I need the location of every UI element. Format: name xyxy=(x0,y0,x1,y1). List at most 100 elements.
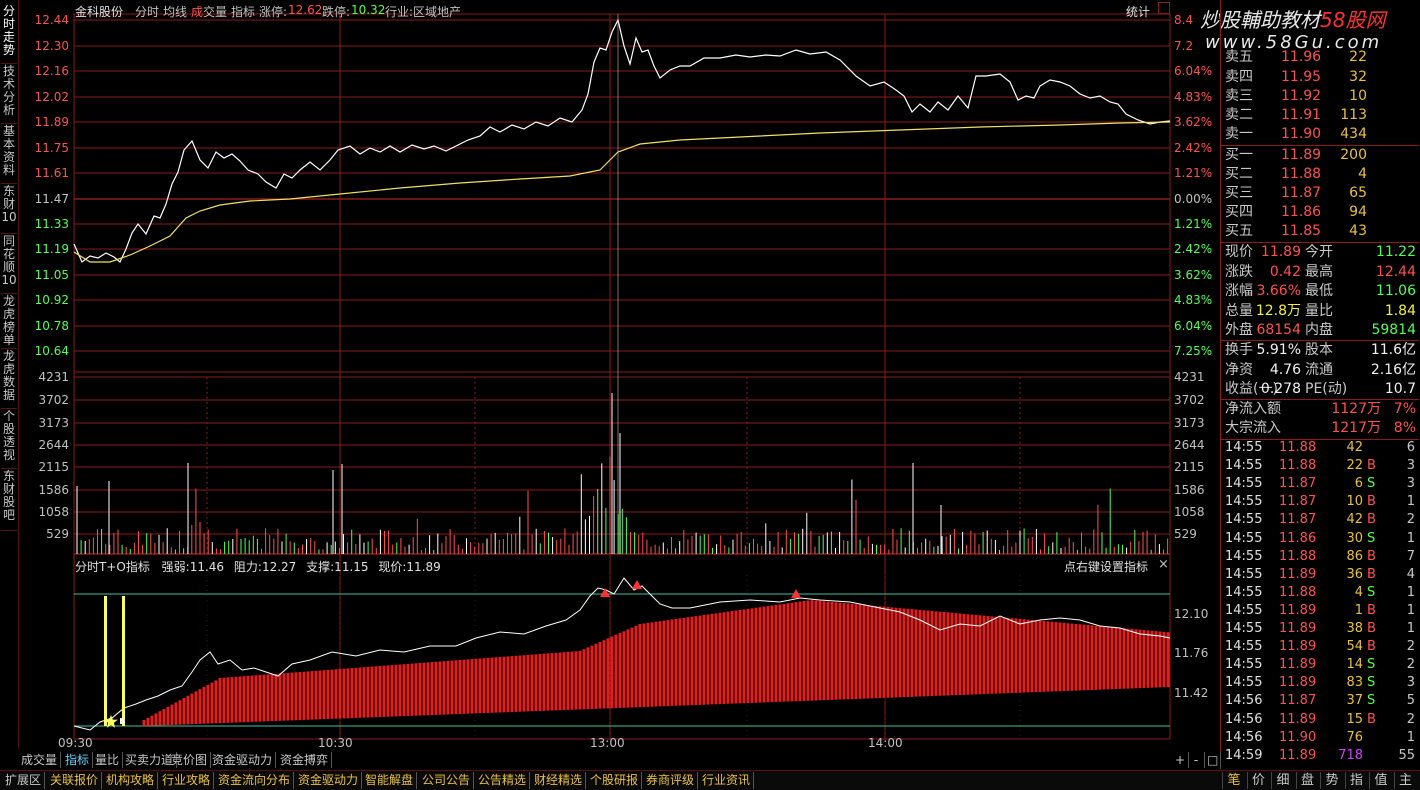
left-nav-item[interactable]: 技术分析 xyxy=(1,65,17,124)
tick-price: 11.87 xyxy=(1279,512,1317,528)
quote-value: 11.06 xyxy=(1375,283,1416,299)
ask-row[interactable]: 卖二 11.91 113 xyxy=(1221,106,1419,125)
tick-count: 2 xyxy=(1406,711,1415,727)
ask-label: 卖一 xyxy=(1225,126,1253,142)
tick-count: 3 xyxy=(1406,476,1415,492)
intraday-chart[interactable]: 12.44 12.30 12.16 12.02 11.89 11.75 11.61 11.47… xyxy=(20,0,1218,750)
detail-tab[interactable]: 主 xyxy=(1393,772,1417,789)
tick-row: 14:55 11.89 83 S 3 xyxy=(1221,674,1419,692)
bid-price: 11.89 xyxy=(1281,147,1322,163)
ask-row[interactable]: 卖五 11.96 22 xyxy=(1221,48,1419,67)
left-nav-item[interactable]: 分时走势 xyxy=(1,5,17,64)
detail-tab[interactable]: 盘 xyxy=(1295,772,1319,789)
bid-row[interactable]: 买三 11.87 65 xyxy=(1221,184,1419,203)
tick-time: 14:55 xyxy=(1225,621,1263,636)
detail-tab[interactable]: 值 xyxy=(1369,772,1392,789)
chart-tab[interactable]: 成交量 xyxy=(18,752,62,768)
pct-axis-label: 2.42% xyxy=(1174,242,1212,256)
flow-row: 净流入额 1127万 7% xyxy=(1221,400,1419,419)
chart-tab[interactable]: 资金搏弈 xyxy=(277,752,333,768)
tick-side: B xyxy=(1367,711,1376,727)
detail-tab[interactable]: 笔 xyxy=(1222,772,1245,789)
info-tab[interactable]: 券商评级 xyxy=(643,772,699,789)
header-item-volume[interactable]: 交量 xyxy=(203,5,228,19)
price-axis-label: 12.44 xyxy=(35,13,69,27)
info-tab[interactable]: 行业资讯 xyxy=(699,772,755,789)
indicator-settings-hint[interactable]: 点右键设置指标 xyxy=(1064,560,1149,574)
pct-axis-label: 6.04% xyxy=(1174,319,1212,333)
info-tab[interactable]: 公告精选 xyxy=(475,772,531,789)
tick-side: B xyxy=(1367,512,1376,528)
ask-row[interactable]: 卖一 11.90 434 xyxy=(1221,125,1419,144)
left-nav-item[interactable]: 东财股吧 xyxy=(1,470,17,531)
tick-row: 14:55 11.88 22 B 3 xyxy=(1221,457,1419,475)
ask-label: 卖五 xyxy=(1225,49,1253,65)
info-tab[interactable]: 智能解盘 xyxy=(362,772,418,789)
zoom-reset-button[interactable]: □ xyxy=(1204,752,1221,768)
header-item-avg[interactable]: 均线 xyxy=(163,5,188,19)
divider xyxy=(1221,439,1419,440)
price-axis-label: 11.33 xyxy=(35,217,69,231)
info-tab[interactable]: 行业攻略 xyxy=(159,772,215,789)
left-nav-item[interactable]: 基本资料 xyxy=(1,125,17,184)
header-item-indicator[interactable]: 指标 xyxy=(231,5,256,19)
left-nav-item[interactable]: 个股透视 xyxy=(1,410,17,469)
flow-label: 大宗流入 xyxy=(1225,420,1281,436)
detail-tab[interactable]: 指 xyxy=(1344,772,1368,789)
divider xyxy=(1221,340,1419,341)
chart-tab[interactable]: 量比 xyxy=(92,752,124,768)
stats-button[interactable]: 统计 xyxy=(1126,5,1151,19)
tick-price: 11.87 xyxy=(1279,693,1317,709)
header-item-cheng[interactable]: 成 xyxy=(191,5,204,19)
flow-pct: 8% xyxy=(1393,420,1416,436)
indicator-close-icon[interactable]: × xyxy=(1158,557,1169,572)
chart-tab[interactable]: 竞价图 xyxy=(168,752,212,768)
quote-label: 内盘 xyxy=(1305,322,1333,338)
left-nav-item[interactable]: 龙虎数据 xyxy=(1,350,17,409)
info-tab[interactable]: 关联报价 xyxy=(47,772,103,789)
chart-tab[interactable]: 指标 xyxy=(62,752,94,768)
pct-axis-label: 7.2 xyxy=(1174,39,1193,53)
quote-label: 净资 xyxy=(1225,361,1253,378)
bid-row[interactable]: 买四 11.86 94 xyxy=(1221,203,1419,222)
detail-tab[interactable]: 势 xyxy=(1320,772,1343,789)
time-axis-label: 10:30 xyxy=(318,736,353,748)
bid-row[interactable]: 买二 11.88 4 xyxy=(1221,165,1419,184)
bid-row[interactable]: 买五 11.85 43 xyxy=(1221,222,1419,241)
divider xyxy=(1221,145,1419,146)
info-tab[interactable]: 个股研报 xyxy=(587,772,643,789)
detail-tab[interactable]: 价 xyxy=(1246,772,1270,789)
info-tab[interactable]: 机构攻略 xyxy=(103,772,159,789)
ask-row[interactable]: 卖四 11.95 32 xyxy=(1221,68,1419,87)
zoom-out-button[interactable]: - xyxy=(1188,752,1205,768)
quote-row: 涨幅 3.66% 最低 11.06 xyxy=(1221,282,1419,301)
tick-volume: 4 xyxy=(1354,584,1363,600)
header-item-time[interactable]: 分时 xyxy=(135,5,160,19)
zoom-in-button[interactable]: + xyxy=(1172,752,1189,768)
left-nav-item[interactable]: 龙虎榜单 xyxy=(1,294,17,349)
tick-volume: 6 xyxy=(1354,476,1363,492)
info-tab[interactable]: 扩展区 xyxy=(2,772,46,789)
industry-label: 行业:区域地产 xyxy=(385,5,462,19)
tick-side: S xyxy=(1367,584,1376,600)
tick-volume: 76 xyxy=(1346,729,1363,745)
ask-price: 11.90 xyxy=(1281,126,1322,142)
indicator-name[interactable]: 分时T+O指标 xyxy=(75,560,150,574)
info-tab[interactable]: 财经精选 xyxy=(531,772,587,789)
info-tab[interactable]: 资金驱动力 xyxy=(295,772,363,789)
bid-volume: 94 xyxy=(1349,204,1367,220)
info-tab[interactable]: 公司公告 xyxy=(419,772,475,789)
bid-price: 11.85 xyxy=(1281,223,1322,239)
bid-row[interactable]: 买一 11.89 200 xyxy=(1221,146,1419,165)
left-nav-item[interactable]: 东财10 xyxy=(1,185,17,234)
chart-tab[interactable]: 资金驱动力 xyxy=(209,752,277,768)
left-nav-item[interactable]: 同花顺10 xyxy=(1,235,17,294)
quote-label: 现价 xyxy=(1225,244,1253,260)
panel-toggle-icon[interactable] xyxy=(1158,2,1170,14)
time-axis-label: 14:00 xyxy=(868,736,903,748)
tick-volume: 54 xyxy=(1346,639,1363,655)
chart-tab[interactable]: 买卖力道 xyxy=(122,752,178,768)
detail-tab[interactable]: 细 xyxy=(1271,772,1294,789)
ask-row[interactable]: 卖三 11.92 10 xyxy=(1221,87,1419,106)
info-tab[interactable]: 资金流向分布 xyxy=(215,772,295,789)
